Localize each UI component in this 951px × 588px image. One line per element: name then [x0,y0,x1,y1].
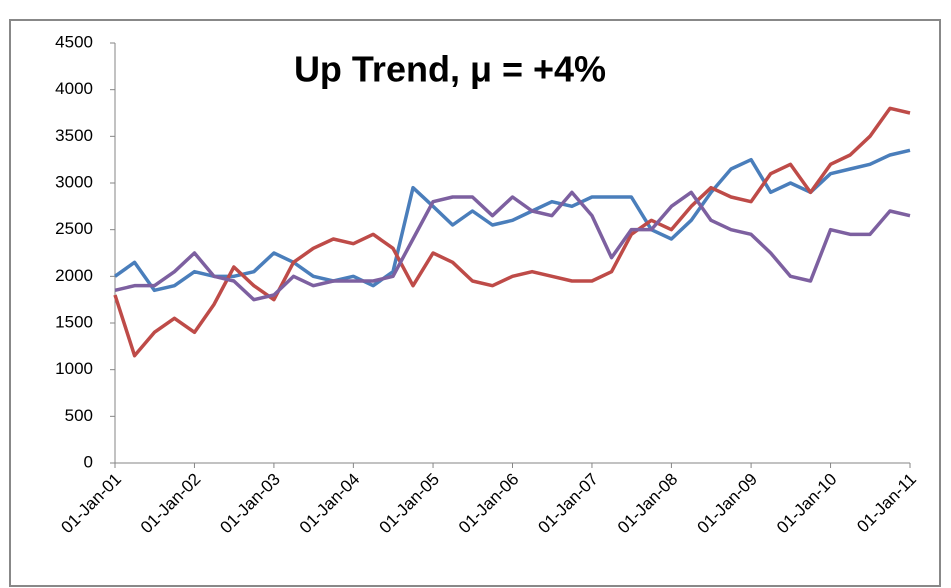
y-tick-label: 0 [84,452,93,471]
y-tick-label: 2500 [55,219,93,238]
y-tick-label: 4000 [55,79,93,98]
y-tick-label: 3000 [55,172,93,191]
y-tick-label: 2000 [55,266,93,285]
chart-title: Up Trend, μ = +4% [294,49,606,90]
y-tick-label: 1500 [55,312,93,331]
y-tick-label: 4500 [55,32,93,51]
series-line [113,148,911,293]
y-tick-label: 3500 [55,126,93,145]
chart-frame [9,19,941,587]
series-line [114,190,911,302]
series-line [113,106,911,358]
y-tick-label: 1000 [55,359,93,378]
y-tick-label: 500 [65,406,93,425]
